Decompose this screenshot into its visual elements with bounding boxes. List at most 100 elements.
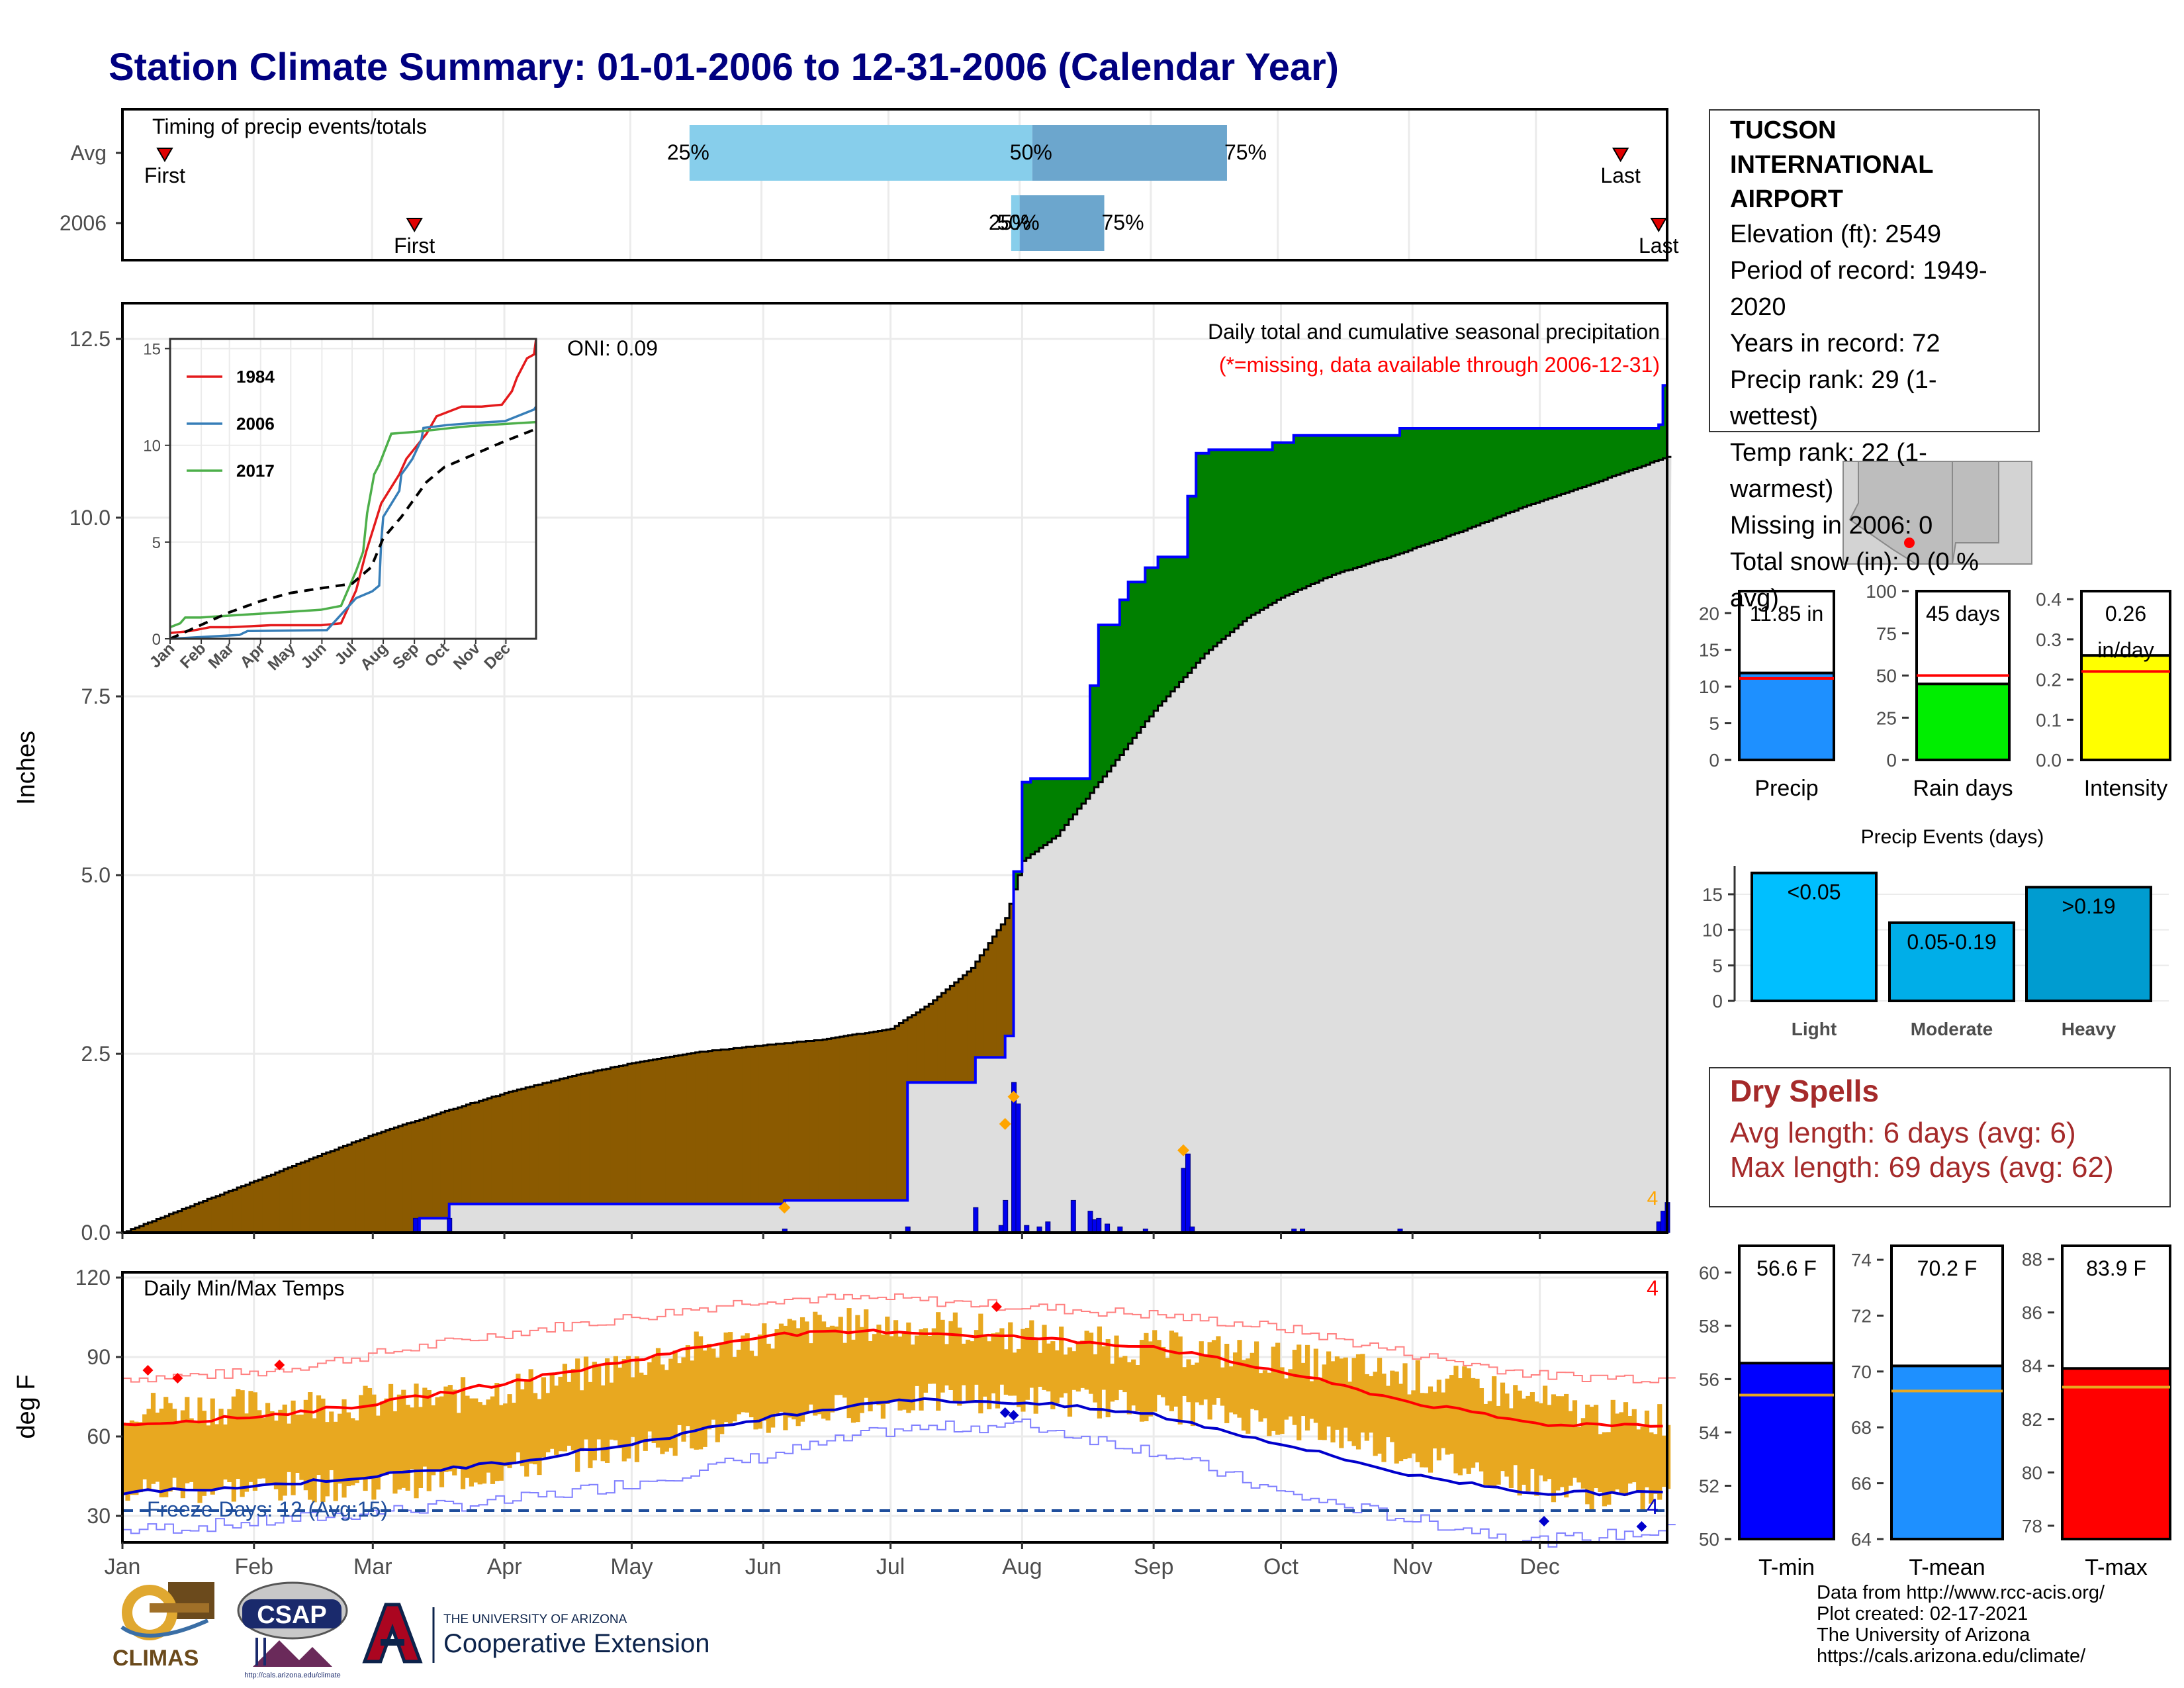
above-average-area bbox=[1629, 428, 1634, 471]
tmin-ytick-label: 56 bbox=[1699, 1369, 1719, 1389]
rain-days-ytick-label: 100 bbox=[1866, 581, 1897, 602]
daily-temp-range-bar bbox=[1199, 1341, 1204, 1405]
below-average-area bbox=[309, 1158, 314, 1233]
daily-temp-range-bar bbox=[1585, 1404, 1590, 1505]
timing-bar-q50-q75 bbox=[1019, 195, 1105, 251]
tmin-ytick-label: 52 bbox=[1699, 1476, 1719, 1496]
daily-temp-range-bar bbox=[1538, 1403, 1543, 1476]
inset-legend-label: 1984 bbox=[236, 367, 275, 387]
precip-subtitle: (*=missing, data available through 2006-… bbox=[1219, 353, 1660, 377]
below-average-area bbox=[377, 1133, 382, 1233]
tmax-category-label: T-max bbox=[2085, 1555, 2147, 1580]
daily-temp-range-bar bbox=[834, 1326, 839, 1395]
station-name: TUCSON INTERNATIONAL AIRPORT bbox=[1730, 117, 1933, 213]
daily-temp-range-bar bbox=[1385, 1385, 1390, 1438]
intensity-ytick-label: 0.2 bbox=[2036, 670, 2062, 690]
daily-temp-range-bar bbox=[1398, 1383, 1404, 1462]
timing-row-label: Avg bbox=[70, 141, 107, 165]
daily-temp-range-bar bbox=[236, 1389, 241, 1479]
daily-temp-range-bar bbox=[745, 1333, 750, 1413]
below-average-area bbox=[797, 1041, 802, 1201]
daily-temp-range-bar bbox=[1598, 1434, 1603, 1492]
daily-temp-range-bar bbox=[1246, 1358, 1251, 1434]
daily-temp-range-bar bbox=[380, 1401, 385, 1476]
above-average-area bbox=[1212, 449, 1218, 647]
below-average-area bbox=[627, 1064, 633, 1204]
daily-temp-range-bar bbox=[244, 1413, 250, 1492]
above-average-area bbox=[1408, 428, 1413, 551]
daily-temp-range-bar bbox=[312, 1418, 317, 1503]
daily-temp-range-bar bbox=[1521, 1398, 1527, 1485]
timing-label-q50: 50% bbox=[1010, 140, 1052, 164]
below-average-area bbox=[330, 1150, 336, 1233]
above-average-area bbox=[1429, 428, 1434, 543]
above-average-area bbox=[1501, 428, 1506, 516]
above-average-area bbox=[1620, 428, 1625, 474]
intensity-ytick-label: 0.1 bbox=[2036, 710, 2062, 730]
above-average-area bbox=[1259, 449, 1265, 610]
events-category-label: Heavy bbox=[2062, 1019, 2116, 1039]
daily-temp-range-bar bbox=[511, 1403, 517, 1465]
below-average-area bbox=[317, 1156, 322, 1233]
daily-temp-range-bar bbox=[575, 1358, 580, 1472]
below-average-area bbox=[415, 1121, 420, 1233]
daily-temp-range-bar bbox=[299, 1414, 304, 1480]
daily-temp-range-bar bbox=[1334, 1356, 1340, 1430]
timing-label-q50: 50% bbox=[997, 211, 1040, 234]
above-average-area bbox=[1068, 778, 1073, 820]
above-average-area bbox=[1387, 435, 1392, 558]
precip-ylabel: Inches bbox=[13, 731, 40, 805]
daily-temp-range-bar bbox=[482, 1405, 487, 1484]
daily-temp-range-bar bbox=[676, 1363, 682, 1425]
daily-temp-range-bar bbox=[316, 1395, 322, 1476]
daily-temp-range-bar bbox=[910, 1344, 915, 1411]
daily-precip-bar bbox=[1003, 1199, 1009, 1233]
above-average-area bbox=[1026, 782, 1031, 859]
daily-temp-range-bar bbox=[320, 1398, 326, 1503]
daily-temp-range-bar bbox=[384, 1398, 389, 1476]
daily-temp-range-bar bbox=[1118, 1357, 1124, 1390]
below-average-area bbox=[814, 1040, 819, 1201]
above-average-area bbox=[1140, 582, 1146, 727]
daily-temp-range-bar bbox=[732, 1357, 737, 1422]
daily-temp-range-bar bbox=[418, 1407, 424, 1488]
daily-temp-range-bar bbox=[889, 1336, 894, 1402]
inset-series-2006 bbox=[169, 406, 537, 640]
daily-temp-range-bar bbox=[1300, 1362, 1306, 1417]
daily-temp-range-bar bbox=[167, 1403, 173, 1492]
daily-precip-marker bbox=[1177, 1144, 1190, 1156]
below-average-area bbox=[584, 1073, 590, 1204]
above-average-area bbox=[1493, 428, 1498, 519]
daily-temp-range-bar bbox=[291, 1400, 296, 1495]
daily-temp-range-bar bbox=[940, 1319, 945, 1393]
daily-temp-range-bar bbox=[1279, 1367, 1285, 1434]
below-average-area bbox=[360, 1139, 365, 1233]
temps-ytick-label: 90 bbox=[87, 1345, 111, 1369]
rain-days-ytick-label: 0 bbox=[1886, 750, 1897, 771]
below-average-area bbox=[428, 1117, 433, 1219]
above-average-area bbox=[1166, 557, 1171, 696]
daily-temp-range-bar bbox=[473, 1398, 478, 1483]
below-average-area bbox=[767, 1044, 772, 1204]
daily-temp-range-bar bbox=[1508, 1408, 1514, 1488]
temps-ylabel: deg F bbox=[13, 1374, 40, 1438]
intensity-ytick-label: 0.4 bbox=[2036, 589, 2062, 610]
daily-temp-range-bar bbox=[723, 1332, 729, 1423]
below-average-area bbox=[347, 1145, 352, 1233]
below-average-area bbox=[860, 1033, 866, 1201]
below-average-area bbox=[865, 1033, 870, 1201]
daily-temp-range-bar bbox=[901, 1331, 907, 1410]
below-average-area bbox=[686, 1054, 692, 1204]
daily-temp-range-bar bbox=[1436, 1380, 1441, 1461]
above-average-area bbox=[1463, 428, 1469, 531]
daily-temp-range-bar bbox=[1644, 1410, 1650, 1487]
daily-temp-range-bar bbox=[222, 1424, 228, 1480]
below-average-area bbox=[822, 1039, 828, 1201]
daily-temp-range-bar bbox=[1271, 1346, 1276, 1431]
above-average-area bbox=[1455, 428, 1460, 534]
below-average-area bbox=[967, 971, 972, 1083]
above-average-area bbox=[1395, 435, 1400, 555]
daily-temp-range-bar bbox=[651, 1356, 657, 1443]
above-average-area bbox=[1472, 428, 1477, 528]
below-average-area bbox=[432, 1115, 437, 1219]
